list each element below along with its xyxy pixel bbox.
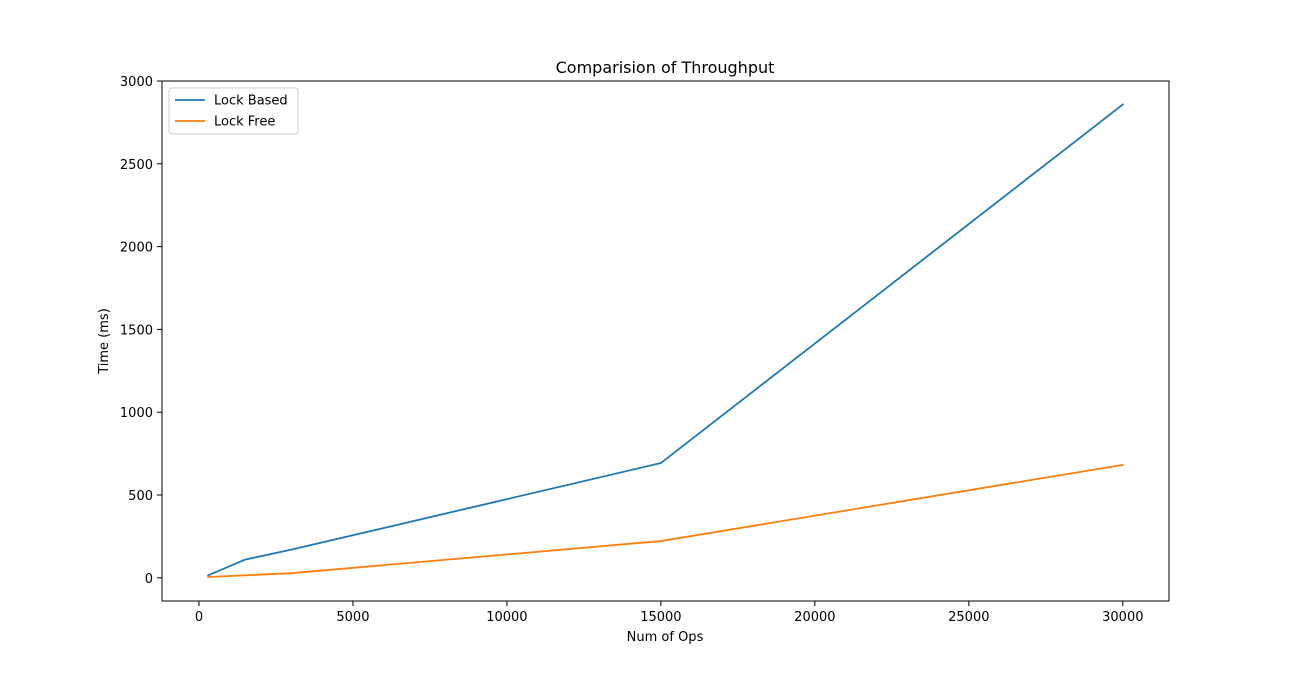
x-tick-label: 5000 xyxy=(336,610,369,625)
y-tick-label: 1000 xyxy=(120,406,153,421)
x-tick-label: 20000 xyxy=(794,610,835,625)
series-line-lock-free xyxy=(207,463,1124,578)
y-axis-label: Time (ms) xyxy=(97,308,112,375)
x-tick-label: 15000 xyxy=(640,610,681,625)
x-axis-label: Num of Ops xyxy=(627,630,704,645)
x-tick-label: 30000 xyxy=(1102,610,1143,625)
plot-frame xyxy=(161,80,1170,602)
legend: Lock Based Lock Free xyxy=(168,87,299,135)
y-tick-label: 0 xyxy=(145,572,153,587)
legend-label: Lock Free xyxy=(214,115,275,130)
y-tick-label: 2000 xyxy=(120,241,153,256)
x-tick-label: 10000 xyxy=(486,610,527,625)
series-line-lock-based xyxy=(207,103,1125,577)
y-tick-label: 2500 xyxy=(120,158,153,173)
y-tick-label: 1500 xyxy=(120,323,153,338)
plot-series xyxy=(207,103,1125,578)
x-tick-label: 25000 xyxy=(948,610,989,625)
axis-ticks: 0 5000 10000 15000 20000 25000 30000 0 500 1000 15… xyxy=(120,75,1144,625)
x-tick-label: 0 xyxy=(195,610,203,625)
chart-title: Comparision of Throughput xyxy=(556,58,775,77)
legend-label: Lock Based xyxy=(214,94,288,109)
y-tick-label: 500 xyxy=(128,489,153,504)
y-tick-label: 3000 xyxy=(120,75,153,90)
